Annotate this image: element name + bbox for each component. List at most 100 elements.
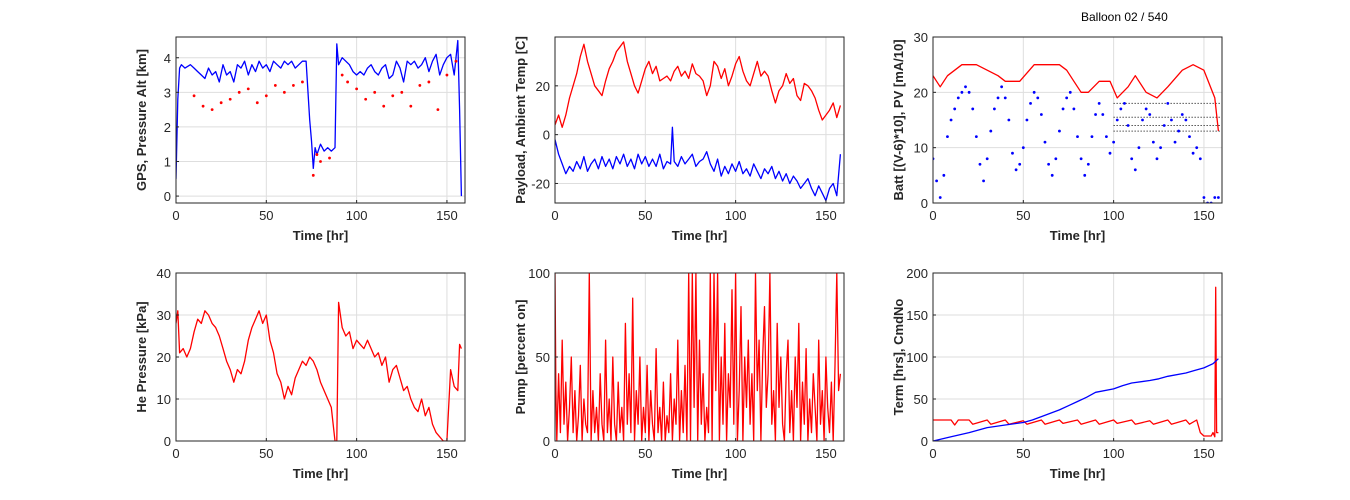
x-tick-label: 150 — [815, 208, 837, 223]
x-tick-label: 100 — [1103, 446, 1125, 461]
series-2-point — [210, 108, 214, 112]
series-2-point — [1159, 146, 1162, 150]
x-axis-label: Time [hr] — [672, 466, 727, 481]
series-2-point — [1115, 118, 1119, 122]
y-tick-label: 0 — [921, 434, 928, 449]
series-2-point — [1061, 107, 1065, 111]
series-2-point — [1050, 173, 1054, 177]
y-tick-label: 0 — [921, 196, 928, 211]
y-tick-label: -20 — [531, 176, 550, 191]
figure-supertitle: Balloon 02 / 540 — [1081, 10, 1168, 24]
series-2-point — [1141, 118, 1144, 122]
series-2-point — [1039, 113, 1043, 116]
series-2-point — [1151, 140, 1155, 144]
series-2-point — [201, 104, 205, 108]
series-2-point — [273, 84, 277, 87]
series-2-point — [1148, 113, 1152, 116]
y-tick-label: 20 — [536, 79, 550, 94]
series-1-line — [555, 41, 842, 128]
x-tick-label: 150 — [1193, 208, 1215, 223]
x-axis-label: Time [hr] — [293, 466, 348, 481]
series-2-point — [364, 97, 368, 101]
series-2-point — [1126, 124, 1130, 127]
y-axis-label: Payload, Ambient Temp [C] — [513, 36, 528, 204]
series-2-point — [1021, 146, 1025, 150]
series-2-point — [1043, 140, 1047, 144]
series-2-point — [956, 96, 960, 100]
series-2-point — [1137, 146, 1141, 150]
series-2-point — [1162, 124, 1166, 127]
series-2-point — [1003, 96, 1007, 100]
series-2-point — [1101, 113, 1105, 116]
x-tick-label: 100 — [725, 446, 747, 461]
y-tick-label: 10 — [157, 392, 171, 407]
series-2-point — [1018, 162, 1022, 166]
series-2-point — [1072, 107, 1076, 111]
y-tick-label: 2 — [164, 120, 171, 135]
series-2-point — [964, 85, 967, 89]
y-tick-label: 150 — [906, 308, 928, 323]
series-2-point — [1133, 168, 1137, 172]
series-2-point — [301, 80, 304, 84]
y-tick-label: 3 — [164, 85, 171, 100]
series-2-point — [315, 153, 319, 156]
series-2-point — [264, 94, 268, 98]
series-2-point — [382, 104, 386, 108]
series-1-line — [933, 286, 1219, 438]
x-tick-label: 150 — [436, 446, 458, 461]
x-tick-label: 150 — [815, 446, 837, 461]
y-tick-label: 30 — [157, 308, 171, 323]
series-2-point — [1216, 196, 1220, 199]
series-2-point — [1144, 107, 1148, 111]
series-2-point — [946, 135, 949, 139]
x-tick-label: 150 — [1193, 446, 1215, 461]
x-axis-label: Time [hr] — [293, 228, 348, 243]
series-2-point — [391, 94, 395, 98]
series-2-point — [427, 80, 431, 84]
y-tick-label: 1 — [164, 155, 171, 170]
chart-5: 0 50 100 150 0 50 100 Time [hr] Pump [percent on… — [513, 266, 845, 481]
y-axis-label: GPS, Pressure Alt [km] — [134, 49, 149, 191]
series-2-point — [1058, 129, 1061, 133]
chart-4: 0 50 100 150 0 10 20 30 40 Time [hr] He Pressure [… — [134, 266, 466, 481]
series-2-point — [373, 90, 377, 94]
series-2-point — [996, 96, 1000, 100]
y-tick-label: 100 — [528, 266, 550, 281]
series-2-point — [1170, 118, 1173, 122]
y-tick-label: 40 — [157, 266, 171, 281]
series-2-point — [1076, 135, 1079, 139]
axes-box — [554, 36, 845, 204]
series-2-point — [949, 118, 953, 122]
series-group — [555, 41, 842, 202]
series-2-point — [993, 107, 996, 111]
series-2-point — [311, 173, 315, 177]
x-tick-label: 0 — [551, 446, 558, 461]
y-tick-label: 0 — [164, 189, 171, 204]
series-2-point — [292, 84, 295, 87]
series-2-point — [1011, 151, 1014, 155]
x-axis-label: Time [hr] — [672, 228, 727, 243]
series-group — [933, 64, 1220, 203]
series-2-point — [1213, 196, 1217, 199]
y-tick-label: 20 — [157, 350, 171, 365]
series-1-line — [933, 64, 1220, 132]
y-tick-label: 0 — [164, 434, 171, 449]
series-2-point — [1032, 90, 1036, 94]
series-2-point — [219, 101, 223, 105]
series-2-point — [1177, 129, 1181, 133]
chart-3: 0 50 100 150 0 10 20 30 Time [hr] Batt [(V-6)*10]… — [891, 30, 1223, 243]
series-2-point — [982, 179, 985, 183]
chart-6: 0 50 100 150 0 50 100 150 200 Time [hr] Term [hrs]… — [891, 266, 1223, 481]
series-group — [176, 301, 462, 441]
x-tick-label: 50 — [1016, 208, 1030, 223]
series-2-point — [1173, 140, 1177, 144]
x-tick-label: 100 — [725, 208, 747, 223]
series-2-point — [1047, 162, 1050, 166]
series-2-point — [1105, 135, 1108, 139]
series-2-point — [228, 97, 232, 101]
x-tick-label: 0 — [929, 446, 936, 461]
series-2-point — [328, 156, 331, 160]
series-group — [176, 39, 463, 197]
series-2-point — [192, 94, 196, 98]
